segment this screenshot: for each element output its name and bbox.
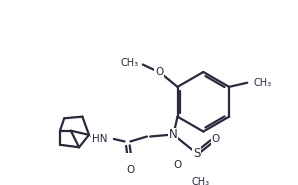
Text: O: O [173, 160, 182, 170]
Text: O: O [126, 165, 134, 175]
Text: CH₃: CH₃ [192, 177, 210, 185]
Text: S: S [193, 147, 200, 159]
Text: O: O [155, 67, 163, 77]
Text: CH₃: CH₃ [254, 78, 272, 88]
Text: HN: HN [92, 134, 107, 144]
Text: CH₃: CH₃ [120, 58, 139, 68]
Text: O: O [212, 134, 220, 144]
Text: N: N [169, 128, 178, 141]
